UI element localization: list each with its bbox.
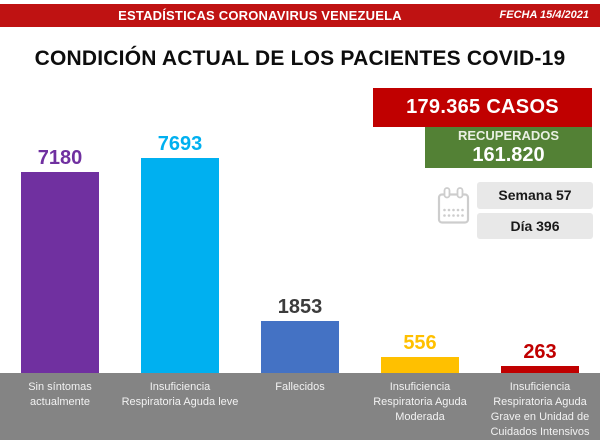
chart-column-ira-leve: 7693: [120, 120, 240, 373]
calendar-icon: [437, 187, 470, 224]
bar: [381, 357, 459, 373]
bar: [21, 172, 99, 373]
category-label: Insuficiencia Respiratoria Aguda Grave e…: [490, 381, 590, 438]
chart-column-ira-moderada: 556: [360, 120, 480, 373]
category-label: Fallecidos: [275, 381, 325, 393]
bar: [501, 366, 579, 373]
total-cases-value: 179.365 CASOS: [406, 96, 559, 118]
total-cases-block: 179.365 CASOS: [373, 88, 592, 127]
bar-value-label: 7693: [157, 133, 203, 155]
category-label: Insuficiencia Respiratoria Aguda leve: [121, 381, 239, 408]
bar-chart: 7180 7693 1853 556 263: [0, 120, 600, 373]
bar: [141, 158, 219, 373]
recovered-block: RECUPERADOS 161.820: [425, 127, 592, 168]
bar-value-label: 556: [403, 332, 437, 354]
recovered-value: 161.820: [472, 143, 545, 166]
chart-column-ira-grave: 263: [480, 120, 600, 373]
day-badge: Día 396: [477, 213, 593, 239]
bar-value-label: 7180: [37, 147, 83, 169]
page-title: CONDICIÓN ACTUAL DE LOS PACIENTES COVID-…: [34, 47, 566, 70]
bar: [261, 321, 339, 373]
chart-column-fallecidos: 1853: [240, 120, 360, 373]
chart-column-sin-sintomas: 7180: [0, 120, 120, 373]
header-banner: ESTADÍSTICAS CORONAVIRUS VENEZUELA FECHA…: [0, 4, 600, 27]
category-label-band: Sin síntomas actualmente Insuficiencia R…: [0, 373, 600, 440]
category-label: Sin síntomas actualmente: [28, 381, 92, 408]
bar-value-label: 263: [523, 341, 557, 363]
recovered-label: RECUPERADOS: [457, 128, 560, 144]
week-badge: Semana 57: [477, 182, 593, 209]
header-title: ESTADÍSTICAS CORONAVIRUS VENEZUELA: [118, 8, 402, 23]
category-label: Insuficiencia Respiratoria Aguda Moderad…: [373, 381, 467, 423]
bar-value-label: 1853: [277, 296, 323, 318]
header-date: FECHA 15/4/2021: [499, 9, 589, 21]
